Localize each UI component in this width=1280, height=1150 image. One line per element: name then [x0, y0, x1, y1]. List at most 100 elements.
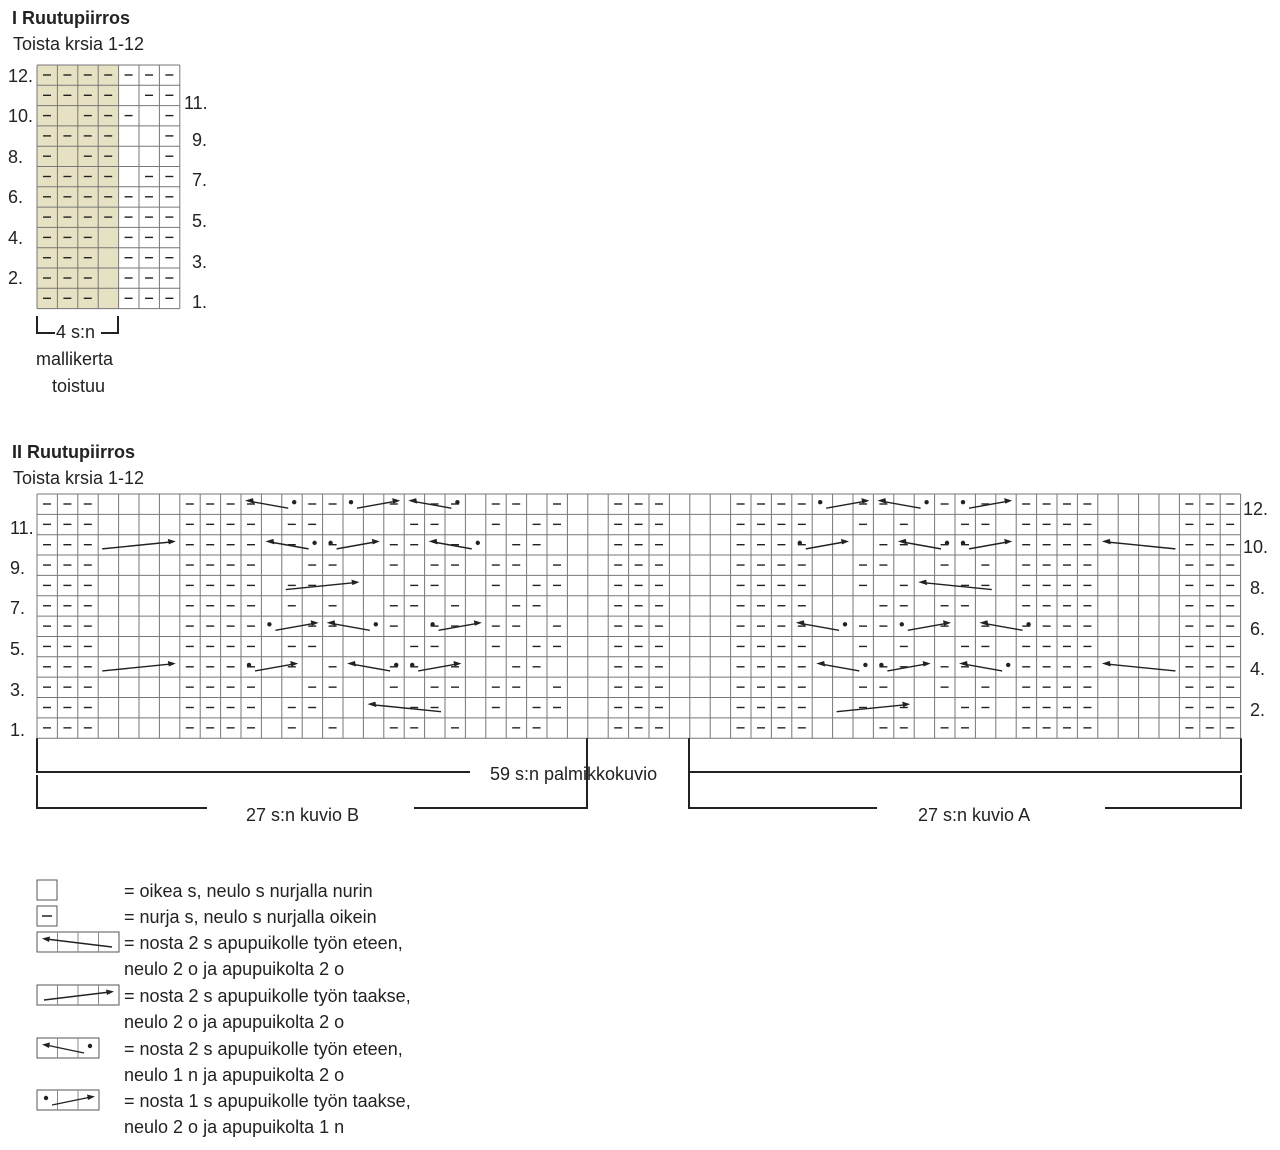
cable-arrowhead — [795, 620, 805, 626]
chart2-row-label: 11. — [10, 518, 34, 538]
cable-dot — [842, 622, 848, 627]
cable-arrowhead — [453, 660, 462, 667]
chart1-row-label: 2. — [8, 268, 24, 288]
cable-arrowhead — [1101, 660, 1111, 667]
cable-dot — [960, 540, 966, 546]
cable-arrow — [1105, 663, 1176, 672]
chart1-repeat-line3: toistuu — [52, 376, 106, 396]
chart1-row-label: 5. — [192, 211, 208, 231]
legend-left-cable-dot: neulo 1 n ja apupuikolta 2 o — [124, 1065, 345, 1085]
legend-left-cable: neulo 2 o ja apupuikolta 2 o — [124, 959, 345, 979]
cable-dot — [475, 540, 480, 546]
cable-arrow — [102, 541, 172, 550]
chart1-row-label: 10. — [8, 106, 34, 126]
cable-arrowhead — [347, 660, 356, 667]
cable-arrow — [922, 581, 992, 591]
chart1-row-label: 11. — [184, 93, 208, 113]
cable-arrowhead — [1004, 498, 1013, 504]
legend-left-cable-dot: = nosta 2 s apupuikolle työn eteen, — [124, 1039, 403, 1059]
chart1-subtitle: Toista krsia 1-12 — [13, 34, 145, 54]
cable-arrow — [285, 581, 356, 591]
chart2-total-label: 59 s:n palmikkokuvio — [490, 764, 658, 784]
cable-arrow — [805, 541, 846, 550]
cable-dot — [863, 662, 868, 668]
cable-arrowhead — [816, 660, 826, 667]
cable-arrowhead — [351, 579, 360, 586]
cable-arrow — [983, 622, 1023, 631]
total-bracket — [688, 738, 1242, 773]
cable-arrowhead — [326, 620, 336, 626]
cable-arrow — [968, 500, 1009, 509]
cable-dot — [879, 662, 884, 668]
chart2-row-label: 3. — [10, 680, 26, 700]
cable-arrowhead — [861, 498, 870, 504]
cable-arrowhead — [979, 620, 989, 626]
pattern-a-bracket — [688, 738, 877, 809]
cable-dot — [394, 662, 399, 668]
chart1-repeat-label: 4 s:n — [56, 322, 96, 342]
total-bracket — [36, 738, 470, 773]
chart1-row-label: 9. — [192, 130, 208, 150]
cable-arrowhead — [245, 498, 254, 504]
cable-arrowhead — [428, 538, 438, 545]
chart2-row-label: 4. — [1250, 659, 1266, 679]
cable-arrow — [330, 622, 370, 631]
legend-purl: = nurja s, neulo s nurjalla oikein — [124, 907, 377, 927]
dash-square-icon — [36, 905, 58, 927]
legend-right-cable-dot: = nosta 1 s apupuikolle työn taakse, — [124, 1091, 411, 1111]
chart1-row-label: 8. — [8, 147, 24, 167]
cable-arrowhead — [897, 538, 907, 545]
cable-arrowhead — [841, 538, 849, 545]
legend-right-cable: = nosta 2 s apupuikolle työn taakse, — [124, 986, 411, 1006]
cable-arrow — [412, 500, 452, 509]
right-cable-dot-icon — [36, 1089, 100, 1111]
cable-arrow — [901, 541, 942, 550]
cable-arrow — [350, 663, 391, 672]
chart1-repeat-line2: mallikerta — [36, 349, 114, 369]
chart1-row-label: 3. — [192, 252, 208, 272]
cable-arrowhead — [877, 498, 887, 504]
cable-arrowhead — [310, 620, 319, 626]
chart-grids — [36, 64, 1242, 809]
cable-arrowhead — [290, 660, 299, 667]
cable-arrowhead — [473, 620, 482, 626]
cable-arrowhead — [408, 498, 418, 504]
chart2-row-label: 1. — [10, 720, 26, 740]
cable-dot — [899, 622, 904, 627]
cable-arrowhead — [265, 538, 275, 545]
cable-dot — [292, 499, 297, 505]
chart2-row-label: 8. — [1250, 578, 1266, 598]
chart2-row-label: 10. — [1243, 537, 1269, 557]
cable-dot — [328, 540, 333, 546]
cable-dot — [312, 540, 317, 546]
cable-arrow — [826, 500, 866, 509]
cable-arrow — [248, 500, 289, 509]
cable-arrowhead — [922, 660, 931, 667]
cable-dot — [246, 662, 252, 668]
chart2-row-label: 2. — [1250, 700, 1266, 720]
cable-arrow — [356, 500, 397, 509]
chart2-row-label: 9. — [10, 558, 26, 578]
cable-dot — [410, 662, 415, 668]
cable-dot — [797, 540, 802, 546]
cable-arrow — [881, 500, 921, 509]
pattern-b-bracket — [36, 775, 207, 809]
cable-arrowhead — [1004, 538, 1013, 545]
chart1-row-label: 7. — [192, 170, 208, 190]
cable-arrow — [836, 703, 907, 713]
cable-dot — [1026, 622, 1031, 627]
cable-arrowhead — [167, 538, 176, 545]
cable-arrow — [820, 663, 860, 672]
chart1-row-label: 6. — [8, 187, 24, 207]
cable-arrowhead — [371, 538, 380, 545]
chart2-row-label: 12. — [1243, 499, 1269, 519]
cable-arrow — [336, 541, 376, 550]
cable-dot — [267, 622, 272, 627]
repeat-bracket — [101, 316, 119, 334]
cable-dot — [430, 622, 435, 627]
cable-arrow — [968, 541, 1009, 550]
legend-knit: = oikea s, neulo s nurjalla nurin — [124, 881, 373, 901]
chart2-subtitle: Toista krsia 1-12 — [13, 468, 145, 488]
cable-arrow — [102, 663, 172, 672]
chart1-title: I Ruutupiirros — [12, 8, 130, 28]
